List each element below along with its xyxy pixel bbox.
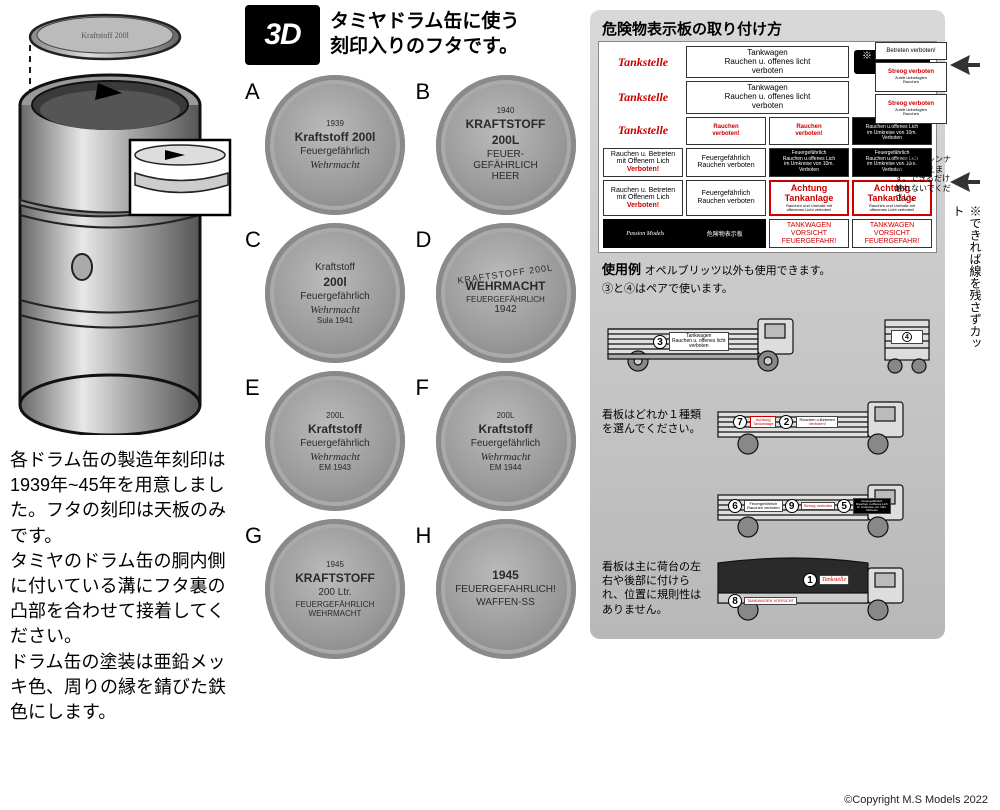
mini-sign-vorsicht: TANKWAGEN VORSICHT <box>744 597 797 605</box>
sign-achtung: Achtung TankanlageRauchen und Umhalle mi… <box>769 180 849 217</box>
lid-circle: 200LKraftstoffFeuergefährlichWehrmachtEM… <box>265 371 405 511</box>
usage-sub2: ③と④はペアで使います。 <box>598 280 937 296</box>
lid-circle: 1945KRAFTSTOFF200 Ltr.FEUERGEFÄHRLICHWEH… <box>265 519 405 659</box>
lid-G: G1945KRAFTSTOFF200 Ltr.FEUERGEFÄHRLICHWE… <box>245 519 410 659</box>
lid-circle: KRAFTSTOFF 200LWEHRMACHTFEUERGEFÄHRLICH1… <box>436 223 576 363</box>
sign-marker-9: 9 <box>785 499 799 513</box>
sign-rauchen-betreten-2: Rauchen u. Betreten mit Offenem LichVerb… <box>603 180 683 217</box>
truck-note-2: 看板は主に荷台の左右や後部に付けられ、位置に規則性はありません。 <box>598 560 708 617</box>
sign-rauchen-small: Rauchen verboten! <box>686 117 766 145</box>
truck-row-2: 看板はどれか１種類を選んでください。 7 Achtung Tankanlage … <box>598 382 937 462</box>
mini-sign-tankstelle: Tankstelle <box>819 575 849 585</box>
sign-marker-5: 5 <box>837 499 851 513</box>
sign-marker-3: 3 <box>653 335 667 349</box>
header-line-1: タミヤドラム缶に使う <box>330 10 519 35</box>
lid-circle: 1945FEUERGEFAHRLICH!WAFFEN-SS <box>436 519 576 659</box>
lid-label: A <box>245 75 265 105</box>
truck-row-3: 6 FeuergefährlichRauchen verboten 9 Stre… <box>598 465 937 545</box>
sign-tankwagen-2: Tankwagen Rauchen u. offenes licht verbo… <box>686 81 849 113</box>
sign-marker-1: 1 <box>803 573 817 587</box>
truck-rear: 4 <box>877 302 937 377</box>
left-description: 各ドラム缶の製造年刻印は1939年~45年を用意しました。フタの刻印は天板のみで… <box>10 448 240 725</box>
sign-tankstelle: Tankstelle <box>618 56 668 69</box>
sign-vorsicht-1: TANKWAGEN VORSICHT FEUERGEFAHR! <box>769 219 849 248</box>
lid-A: A1939Kraftstoff 200lFeuergefährlichWehrm… <box>245 75 410 215</box>
lid-E: E200LKraftstoffFeuergefährlichWehrmachtE… <box>245 371 410 511</box>
lid-label: D <box>416 223 436 253</box>
mini-sign-betreten: Rauchen u.BetretenVerboten! <box>796 416 838 428</box>
sign-marker-6: 6 <box>728 499 742 513</box>
sign-streog-2: Streog verbotenZutritt Unbefugten Rauche… <box>875 94 947 124</box>
sign-rauchen-small-2: Rauchen verboten! <box>769 117 849 145</box>
lid-D: DKRAFTSTOFF 200LWEHRMACHTFEUERGEFÄHRLICH… <box>416 223 581 363</box>
lid-C: CKraftstoff200lFeuergefährlichWehrmachtS… <box>245 223 410 363</box>
mini-sign-tankwagen: Tankwagen Rauchen u. offenes licht verbo… <box>669 332 729 351</box>
lid-circle: 1940KRAFTSTOFF200LFEUER- GEFÄHRLICH HEER <box>436 75 576 215</box>
header-text: タミヤドラム缶に使う 刻印入りのフタです。 <box>330 10 519 59</box>
lid-F: F200LKraftstoffFeuergefährlichWehrmachtE… <box>416 371 581 511</box>
header-line-2: 刻印入りのフタです。 <box>330 35 519 60</box>
vertical-cut-note: ※できれば線を残さずカット <box>950 205 984 355</box>
lid-label: F <box>416 371 436 401</box>
sign-marker-8: 8 <box>728 594 742 608</box>
right-panel: 危険物表示板の取り付け方 Tankstelle Tankwagen Rauche… <box>590 10 945 639</box>
arrow-icon <box>950 55 980 75</box>
lid-H: H1945FEUERGEFAHRLICH!WAFFEN-SS <box>416 519 581 659</box>
sign-rauchen-betreten: Rauchen u. Betreten mit Offenem LichVerb… <box>603 148 683 177</box>
cut-annotations: ※図案はシンナー等で消えます。できるだけ触れないでください。 ※できれば線を残さ… <box>950 55 995 355</box>
tiny-note-top: ※図案はシンナー等で消えます。できるだけ触れないでください。 <box>895 155 955 203</box>
right-title: 危険物表示板の取り付け方 <box>598 16 937 41</box>
sheet-footer: Passion Models 危険物表示板 <box>603 219 766 248</box>
truck-note-1: 看板はどれか１種類を選んでください。 <box>598 408 708 437</box>
sign-marker-7: 7 <box>733 415 747 429</box>
lid-label: E <box>245 371 265 401</box>
sign-tankwagen: Tankwagen Rauchen u. offenes licht verbo… <box>686 46 849 78</box>
mini-sign-achtung: Achtung Tankanlage <box>750 416 776 428</box>
lids-grid: A1939Kraftstoff 200lFeuergefährlichWehrm… <box>245 75 580 659</box>
lid-B: B1940KRAFTSTOFF200LFEUER- GEFÄHRLICH HEE… <box>416 75 581 215</box>
sign-vorsicht-2: TANKWAGEN VORSICHT FEUERGEFAHR! <box>852 219 932 248</box>
svg-text:Kraftstoff 200l: Kraftstoff 200l <box>81 31 129 40</box>
center-column: 3D タミヤドラム缶に使う 刻印入りのフタです。 A1939Kraftstoff… <box>245 5 580 659</box>
sign-tankstelle-2: Tankstelle <box>618 91 668 104</box>
lid-circle: 1939Kraftstoff 200lFeuergefährlichWehrma… <box>265 75 405 215</box>
truck-row-1: 3 Tankwagen Rauchen u. offenes licht ver… <box>598 299 937 379</box>
lid-label: B <box>416 75 436 105</box>
mini-sign-black: Feuergefährlich Rauchen u.offenes Lich i… <box>853 498 890 514</box>
sign-feuer-black-2: Feuergefährlich Rauchen u.offenes Lich i… <box>769 148 849 177</box>
lid-circle: Kraftstoff200lFeuergefährlichWehrmachtSu… <box>265 223 405 363</box>
copyright: ©Copyright M.S Models 2022 <box>844 794 988 806</box>
sign-betreten: Betreten verboten! <box>875 42 947 60</box>
left-column: Kraftstoff 200l <box>10 5 240 725</box>
sign-feuer-rauchen: Feuergefährlich Rauchen verboten <box>686 148 766 177</box>
usage-title: 使用例 オペルブリッツ以外も使用できます。 <box>598 257 937 280</box>
sign-streog-1: Streog verbotenZutritt Unbefugten Rauche… <box>875 62 947 92</box>
lid-circle: 200LKraftstoffFeuergefährlichWehrmachtEM… <box>436 371 576 511</box>
mini-sign-feuer: FeuergefährlichRauchen verboten <box>744 500 783 512</box>
lid-label: G <box>245 519 265 549</box>
drum-illustration: Kraftstoff 200l <box>10 5 235 435</box>
lid-label: H <box>416 519 436 549</box>
lid-label: C <box>245 223 265 253</box>
mini-sign-streog: Streog verboten <box>801 502 835 510</box>
truck-row-4: 看板は主に荷台の左右や後部に付けられ、位置に規則性はありません。 8 TANKW… <box>598 548 937 628</box>
sign-tankstelle-3: Tankstelle <box>618 124 668 137</box>
sign-marker-2: 2 <box>779 415 793 429</box>
sign-feuer-rauchen-2: Feuergefährlich Rauchen verboten <box>686 180 766 217</box>
3d-badge: 3D <box>245 5 320 65</box>
